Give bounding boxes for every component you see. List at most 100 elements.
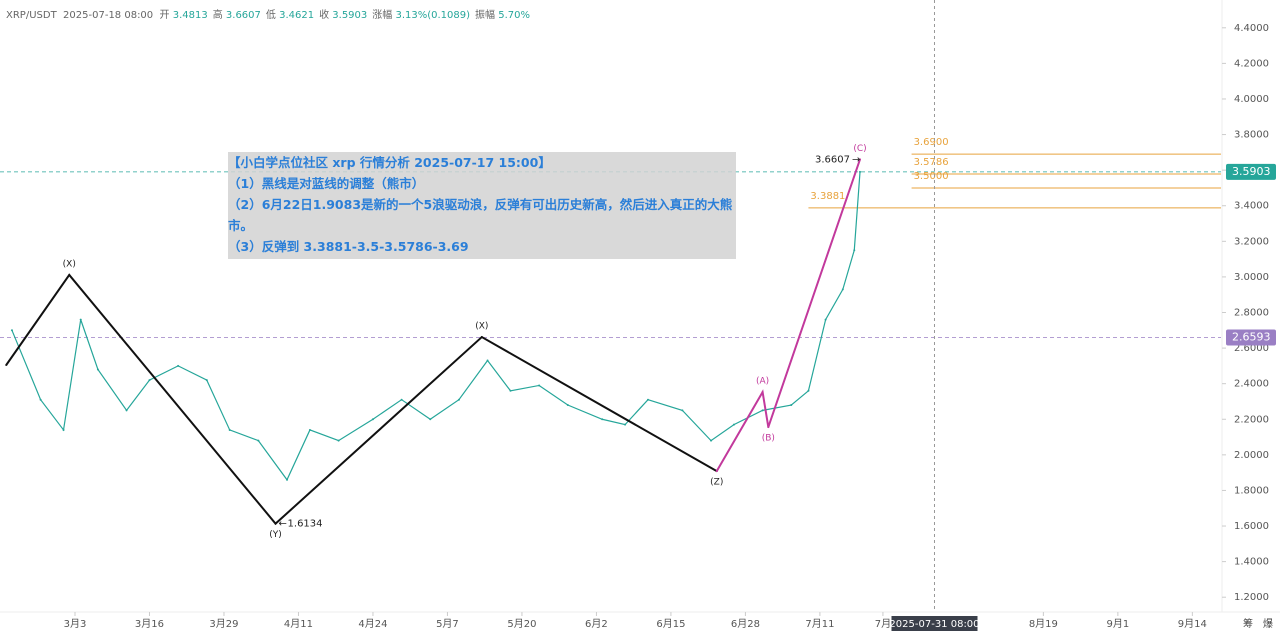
point — [732, 423, 735, 426]
x-tick-label: 9月14 — [1178, 618, 1207, 630]
y-tick-label: 3.8000 — [1234, 130, 1269, 141]
x-tick-label: 6月15 — [656, 618, 685, 630]
y-tick-label: 1.6000 — [1234, 521, 1269, 532]
time: 2025-07-18 08:00 — [63, 10, 154, 21]
y-tick-label: 1.8000 — [1234, 485, 1269, 496]
y-tick-label: 2.4000 — [1234, 379, 1269, 390]
x-tick-label: 4月11 — [284, 618, 313, 630]
point — [228, 428, 231, 431]
point — [841, 288, 844, 291]
field-label: 开 — [159, 10, 170, 21]
field-label: 涨幅 — [372, 10, 393, 21]
point — [624, 423, 627, 426]
value-label: 3.6607 — [815, 154, 850, 165]
point — [509, 389, 512, 392]
note-line: （3）反弹到 3.3881-3.5-3.5786-3.69 — [228, 239, 469, 254]
wave-label: (A) — [756, 377, 769, 387]
point — [486, 359, 489, 362]
point — [710, 439, 713, 442]
field-value: 3.5903 — [332, 10, 368, 21]
x-tick-label: 8月19 — [1029, 618, 1058, 630]
x-tick-label: 6月28 — [731, 618, 760, 630]
point — [257, 439, 260, 442]
point — [761, 409, 764, 412]
x-tick-label: 3月16 — [135, 618, 164, 630]
level-label: 3.6900 — [914, 137, 949, 148]
point — [68, 273, 71, 276]
y-tick-label: 1.2000 — [1234, 592, 1269, 603]
y-tick-label: 4.2000 — [1234, 58, 1269, 69]
wave-label: (Y) — [269, 530, 282, 540]
field-value: 5.70% — [498, 10, 530, 21]
y-tick-label: 1.4000 — [1234, 557, 1269, 568]
point — [646, 398, 649, 401]
x-tick-label: 3月29 — [209, 618, 238, 630]
x-tick-label: 9月1 — [1106, 618, 1129, 630]
value-label: 1.6134 — [288, 519, 323, 530]
point — [601, 418, 604, 421]
point — [177, 364, 180, 367]
point — [761, 391, 764, 394]
y-tick-label: 3.2000 — [1234, 236, 1269, 247]
point — [681, 409, 684, 412]
note-title: 【小白学点位社区 xrp 行情分析 2025-07-17 15:00】 — [228, 155, 551, 170]
point — [480, 336, 483, 339]
y-tick-label: 3.4000 — [1234, 201, 1269, 212]
y-tick-label: 2.2000 — [1234, 414, 1269, 425]
symbol[interactable]: XRP/USDT — [6, 10, 57, 21]
wave-label: (X) — [63, 259, 76, 269]
arrow: ← — [279, 519, 287, 530]
x-tick-label: 3月3 — [64, 618, 87, 630]
wave-label: (X) — [475, 322, 488, 332]
x-tick-label: 5月7 — [436, 618, 459, 630]
point — [400, 398, 403, 401]
point — [274, 522, 277, 525]
point — [859, 158, 862, 161]
point — [566, 404, 569, 407]
footer-button[interactable]: 爆 — [1263, 618, 1273, 630]
point — [457, 398, 460, 401]
field-value: 3.13%(0.1089) — [395, 10, 471, 21]
point — [767, 426, 770, 429]
point — [538, 384, 541, 387]
point — [125, 409, 128, 412]
point — [824, 318, 827, 321]
price-tag-label: 2.6593 — [1232, 331, 1271, 344]
x-tick-label: 5月20 — [507, 618, 536, 630]
field-label: 振幅 — [475, 10, 496, 21]
arrow: → — [852, 154, 860, 165]
x-tick-label: 7月11 — [805, 618, 834, 630]
point — [715, 470, 718, 473]
price-tag — [1226, 163, 1276, 180]
y-tick-label: 2.8000 — [1234, 308, 1269, 319]
point — [205, 379, 208, 382]
point — [10, 329, 13, 332]
field-value: 3.4621 — [279, 10, 315, 21]
header: XRP/USDT 2025-07-18 08:00 开 3.4813 高 3.66… — [6, 6, 535, 21]
cursor-tag — [891, 616, 978, 631]
x-tick-label: 6月2 — [585, 618, 608, 630]
note-line: （1）黑线是对蓝线的调整（熊市） — [228, 176, 425, 191]
point — [807, 389, 810, 392]
point — [79, 318, 82, 321]
point — [96, 368, 99, 371]
analysis-note: 【小白学点位社区 xrp 行情分析 2025-07-17 15:00】 （1）黑… — [228, 152, 736, 259]
y-tick-label: 4.4000 — [1234, 23, 1269, 34]
footer-button[interactable]: 筹 — [1243, 617, 1253, 630]
point — [790, 404, 793, 407]
point — [429, 418, 432, 421]
wave-label: (B) — [762, 434, 775, 444]
point — [371, 418, 374, 421]
series-line — [5, 273, 718, 526]
field-label: 低 — [265, 10, 276, 21]
y-tick-label: 4.0000 — [1234, 94, 1269, 105]
x-tick-label: 4月24 — [358, 618, 387, 630]
series-line — [715, 159, 861, 472]
level-label: 3.3881 — [810, 191, 845, 202]
y-tick-label: 2.0000 — [1234, 450, 1269, 461]
level-label: 3.5786 — [914, 157, 949, 168]
note-line: （2）6月22日1.9083是新的一个5浪驱动浪，反弹有可出历史新高，然后进入真… — [228, 197, 733, 233]
wave-label: (Z) — [710, 478, 723, 488]
